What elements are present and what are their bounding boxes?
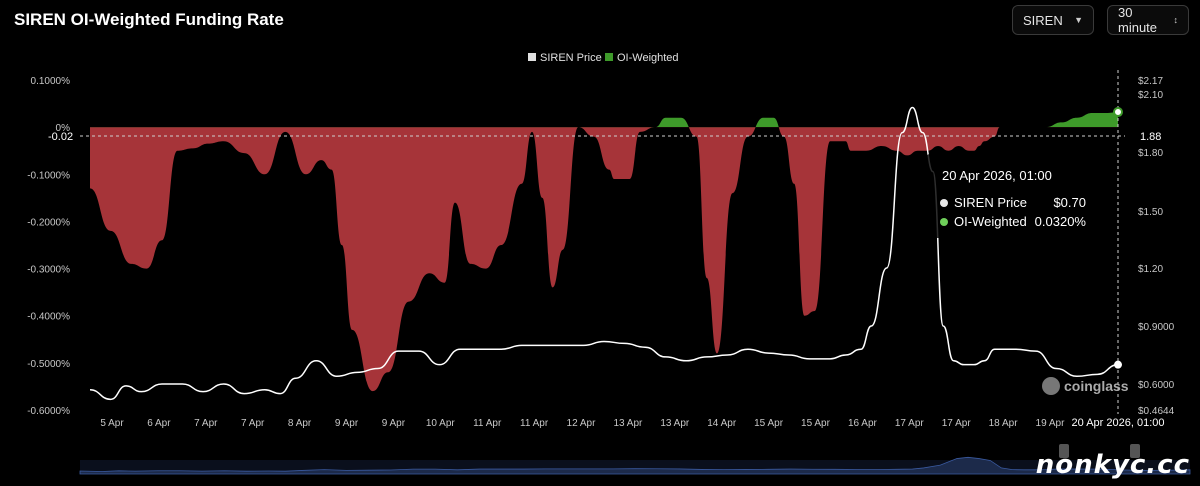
x-tick-label: 7 Apr (194, 418, 218, 429)
page-title: SIREN OI-Weighted Funding Rate (14, 10, 284, 29)
right-tick-label: $0.6000 (1138, 380, 1175, 391)
legend-oi-label[interactable]: OI-Weighted (617, 52, 679, 64)
right-axis: $2.17 $2.10 $1.80 $1.50 $1.20 $0.9000 $0.6000 $… (1138, 76, 1175, 417)
x-tick-label: 17 Apr (942, 418, 972, 429)
oi-area (90, 112, 1118, 392)
x-tick-label: 10 Apr (426, 418, 456, 429)
x-tick-label: 9 Apr (382, 418, 406, 429)
x-tick-label: 14 Apr (707, 418, 737, 429)
chevron-updown-icon: ↕ (1173, 15, 1179, 25)
right-tick-label: $2.10 (1138, 90, 1163, 101)
oi-hover-point (1113, 107, 1123, 118)
x-tick-label: 11 Apr (520, 418, 549, 429)
x-tick-label: 12 Apr (567, 418, 597, 429)
crosshair-right-label: 1.88 (1140, 131, 1161, 143)
x-tick-label: 13 Apr (613, 418, 643, 429)
left-tick-label: -0.4000% (27, 312, 70, 323)
price-hover-point (1114, 360, 1122, 369)
legend-price-swatch (528, 53, 536, 61)
left-tick-label: -0.6000% (27, 406, 70, 417)
right-tick-label: $0.4644 (1138, 406, 1175, 417)
right-tick-label: $1.80 (1138, 148, 1163, 159)
crosshair-x-bg (1072, 414, 1164, 430)
right-tick-label: $2.17 (1138, 76, 1163, 87)
x-tick-label: 5 Apr (100, 418, 124, 429)
crosshair-left-label: -0.02 (48, 131, 73, 143)
oi-positive-area (655, 112, 1118, 128)
chart-legend: SIREN Price OI-Weighted (528, 52, 679, 64)
navigator-series (79, 456, 1191, 475)
coinglass-text: coinglass (1064, 378, 1129, 394)
x-tick-label: 18 Apr (989, 418, 1019, 429)
price-dot-icon (940, 198, 948, 207)
interval-value: 30 minute (1118, 5, 1158, 35)
x-tick-label: 8 Apr (288, 418, 312, 429)
left-tick-label: 0.1000% (31, 76, 71, 87)
oi-negative-area (90, 127, 1118, 392)
left-tick-label: 0% (56, 123, 71, 134)
x-axis: 5 Apr 6 Apr 7 Apr 7 Apr 8 Apr 9 Apr 9 Apr 10 Ap… (100, 418, 1065, 429)
x-tick-label: 15 Apr (754, 418, 784, 429)
symbol-select[interactable]: SIREN ▼ (1012, 5, 1094, 35)
x-tick-label: 19 Apr (1036, 418, 1066, 429)
x-tick-label: 13 Apr (660, 418, 690, 429)
tooltip-price-value: $0.70 (1053, 195, 1086, 210)
x-tick-label: 15 Apr (801, 418, 831, 429)
navigator-left-handle[interactable] (1059, 444, 1069, 458)
crosshair-x-label: 20 Apr 2026, 01:00 (1072, 417, 1165, 429)
price-line (89, 106, 1119, 401)
oi-dot-icon (940, 217, 948, 226)
x-tick-label: 17 Apr (895, 418, 925, 429)
coinglass-icon (1042, 377, 1060, 395)
chart-tooltip: 20 Apr 2026, 01:00 SIREN Price $0.70 OI-… (926, 154, 1096, 238)
left-tick-label: -0.2000% (27, 217, 70, 228)
legend-oi-swatch (605, 53, 613, 61)
x-tick-label: 16 Apr (848, 418, 878, 429)
coinglass-logo: coinglass (1042, 377, 1129, 395)
x-tick-label: 9 Apr (335, 418, 359, 429)
tooltip-oi-row: OI-Weighted 0.0320% (940, 214, 1086, 229)
tooltip-price-label: SIREN Price (954, 195, 1027, 210)
tooltip-price-row: SIREN Price $0.70 (940, 195, 1086, 210)
right-tick-label: $0.9000 (1138, 322, 1175, 333)
tooltip-date: 20 Apr 2026, 01:00 (942, 168, 1052, 183)
interval-select[interactable]: 30 minute ↕ (1107, 5, 1189, 35)
left-tick-label: -0.1000% (27, 170, 70, 181)
x-tick-label: 6 Apr (147, 418, 171, 429)
x-tick-label: 7 Apr (241, 418, 265, 429)
watermark: nonkyc.cc (1035, 450, 1190, 480)
left-tick-label: -0.3000% (27, 265, 70, 276)
left-tick-label: -0.5000% (27, 359, 70, 370)
x-tick-label: 11 Apr (473, 418, 502, 429)
symbol-value: SIREN (1023, 12, 1063, 28)
right-tick-label: $1.20 (1138, 264, 1163, 275)
legend-price-label[interactable]: SIREN Price (540, 52, 602, 64)
navigator-right-handle[interactable] (1130, 444, 1140, 458)
left-axis: 0.1000% 0% -0.1000% -0.2000% -0.3000% -0.4000… (27, 76, 70, 417)
tooltip-oi-label: OI-Weighted (954, 214, 1027, 229)
right-tick-label: $1.50 (1138, 207, 1163, 218)
crosshair: -0.02 1.88 20 Apr 2026, 01:00 (48, 70, 1164, 430)
chevron-down-icon: ▼ (1074, 15, 1083, 25)
navigator[interactable] (79, 444, 1191, 475)
tooltip-oi-value: 0.0320% (1034, 214, 1086, 229)
